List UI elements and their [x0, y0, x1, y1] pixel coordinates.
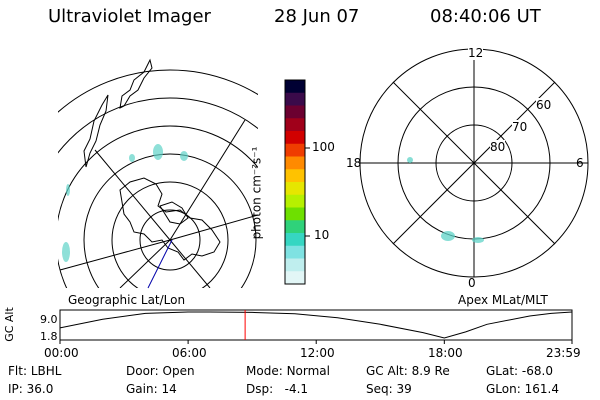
x-tick-label: 06:00	[172, 346, 207, 360]
coastline	[159, 201, 189, 225]
coastline	[119, 58, 153, 109]
antarctica-coastline	[119, 177, 221, 261]
colorbar-segment	[285, 105, 305, 119]
aurora-patch	[153, 144, 163, 160]
mlat-label-70: 70	[512, 120, 528, 134]
colorbar-segment	[285, 80, 305, 94]
geographic-panel-label: Geographic Lat/Lon	[68, 293, 186, 307]
mlt-label-6: 6	[576, 156, 584, 170]
lat-circle	[139, 209, 201, 271]
colorbar-segment	[285, 258, 305, 272]
satellite-track	[147, 239, 173, 289]
colorbar-segment	[285, 233, 305, 247]
status-item-dsp: Dsp: -4.1	[246, 382, 309, 396]
aurora-patch	[472, 237, 484, 243]
time-label: 08:40:06 UT	[430, 6, 541, 27]
status-item-seq: Seq: 39	[366, 382, 412, 396]
y-tick-label: 9.0	[40, 313, 58, 326]
y-axis-label: GC Alt	[2, 307, 16, 342]
x-tick-label: 18:00	[428, 346, 463, 360]
aurora-patch	[441, 231, 455, 241]
lat-circle	[111, 181, 229, 288]
meridian-line	[169, 119, 246, 241]
altitude-series-line	[59, 311, 573, 339]
meridian-line	[119, 239, 171, 288]
status-item-gc-alt: GC Alt: 8.9 Re	[366, 364, 450, 378]
mlat-label-80: 80	[490, 140, 506, 154]
colorbar-tick-label: 10	[314, 228, 330, 242]
status-item-glat: GLat: -68.0	[486, 364, 553, 378]
status-item-glon: GLon: 161.4	[486, 382, 559, 396]
colorbar-segment	[285, 92, 305, 106]
magnetic-panel-label: Apex MLat/MLT	[458, 293, 548, 307]
colorbar-segment	[285, 143, 305, 157]
mlt-label-18: 18	[346, 156, 362, 170]
colorbar-segment	[285, 245, 305, 259]
lat-circle	[58, 97, 258, 154]
meridian-line	[94, 149, 171, 241]
colorbar-segment	[285, 207, 305, 221]
x-tick-label: 12:00	[300, 346, 335, 360]
colorbar-segment	[285, 194, 305, 208]
lat-circle	[83, 153, 257, 288]
status-item-gain: Gain: 14	[126, 382, 177, 396]
mlt-label-0: 0	[468, 276, 476, 290]
colorbar-segment	[285, 169, 305, 183]
instrument-title: Ultraviolet Imager	[48, 6, 211, 27]
y-tick-label: 1.8	[40, 330, 58, 343]
status-item-mode: Mode: Normal	[246, 364, 330, 378]
lat-circle	[58, 125, 258, 288]
aurora-patch	[180, 151, 188, 161]
colorbar-segment	[285, 131, 305, 145]
status-item-filter: Flt: LBHL	[8, 364, 62, 378]
meridian-line	[169, 214, 258, 241]
status-item-ip: IP: 36.0	[8, 382, 54, 396]
aurora-patch	[66, 184, 70, 196]
status-item-door: Door: Open	[126, 364, 195, 378]
colorbar-segment	[285, 220, 305, 234]
aurora-patch	[129, 154, 135, 162]
meridian-line	[59, 239, 171, 271]
date-label: 28 Jun 07	[274, 6, 360, 27]
mlat-label-60: 60	[536, 98, 552, 112]
aurora-patch	[62, 242, 70, 262]
mlt-line	[392, 81, 556, 245]
lat-circle	[58, 69, 258, 113]
aurora-patch	[407, 157, 413, 163]
colorbar-segment	[285, 118, 305, 132]
colorbar-segment	[285, 156, 305, 170]
colorbar-segment	[285, 271, 305, 285]
mlt-label-12: 12	[468, 46, 484, 60]
x-tick-label: 00:00	[44, 346, 79, 360]
colorbar-tick-label: 100	[312, 140, 335, 154]
x-tick-label: 23:59	[546, 346, 581, 360]
colorbar-segment	[285, 182, 305, 196]
meridian-line	[169, 239, 211, 288]
colorbar-frame	[284, 79, 306, 285]
coastline	[83, 94, 109, 168]
